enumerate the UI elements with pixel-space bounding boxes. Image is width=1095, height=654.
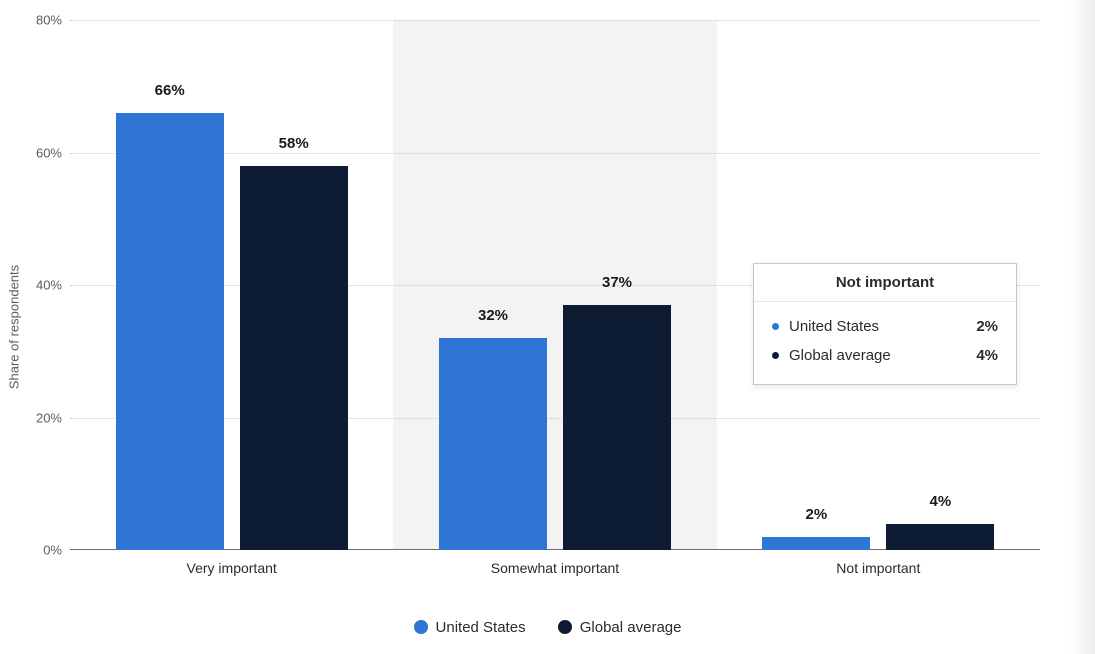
legend-swatch-icon [558, 620, 572, 634]
x-tick-label: Not important [836, 560, 920, 576]
x-tick-label: Very important [187, 560, 277, 576]
right-edge-shadow [1069, 0, 1095, 654]
bar[interactable] [240, 166, 348, 550]
value-label: 37% [602, 274, 632, 291]
bar[interactable] [886, 524, 994, 551]
value-label: 58% [279, 135, 309, 152]
tooltip-row: United States 2% [772, 312, 998, 341]
bar[interactable] [762, 537, 870, 550]
y-tick-label: 20% [36, 410, 62, 425]
tooltip-series-name: Global average [789, 347, 891, 364]
y-tick-label: 40% [36, 278, 62, 293]
tooltip-series-dot-icon [772, 323, 779, 330]
value-label: 66% [155, 82, 185, 99]
y-tick-label: 60% [36, 145, 62, 160]
tooltip-series-dot-icon [772, 352, 779, 359]
legend-swatch-icon [414, 620, 428, 634]
y-tick-label: 0% [43, 543, 62, 558]
tooltip-series-value: 4% [976, 347, 998, 364]
y-tick-label: 80% [36, 13, 62, 28]
x-tick-label: Somewhat important [491, 560, 619, 576]
tooltip-body: United States 2% Global average 4% [754, 302, 1016, 384]
bar[interactable] [116, 113, 224, 550]
bar[interactable] [439, 338, 547, 550]
legend-label: Global average [580, 619, 682, 636]
legend-item-global-average[interactable]: Global average [558, 619, 682, 636]
chart-tooltip: Not important United States 2% Global aver… [753, 263, 1017, 385]
value-label: 2% [805, 506, 827, 523]
legend: United States Global average [0, 619, 1095, 639]
legend-label: United States [436, 619, 526, 636]
value-label: 32% [478, 307, 508, 324]
grid-line [70, 20, 1040, 21]
tooltip-row: Global average 4% [772, 341, 998, 370]
value-label: 4% [929, 493, 951, 510]
bar[interactable] [563, 305, 671, 550]
tooltip-title: Not important [754, 264, 1016, 302]
tooltip-series-value: 2% [976, 318, 998, 335]
y-axis-title: Share of respondents [7, 265, 22, 389]
tooltip-series-name: United States [789, 318, 879, 335]
chart-stage: Share of respondents 0% 20% 40% 60% 80% 66% 58… [0, 0, 1095, 654]
legend-item-united-states[interactable]: United States [414, 619, 526, 636]
